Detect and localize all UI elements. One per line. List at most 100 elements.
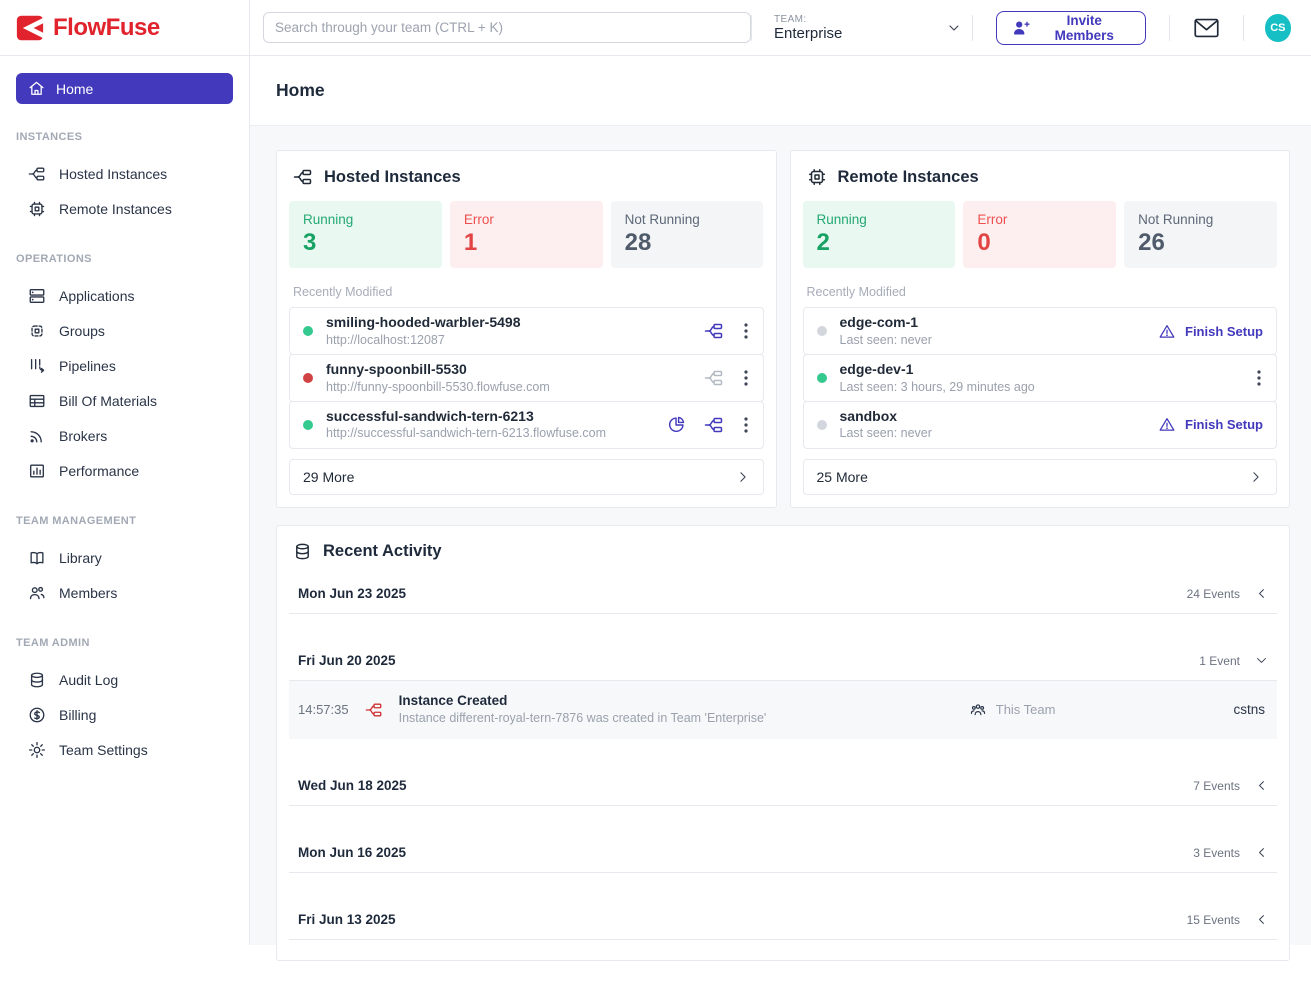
remote-instance-row[interactable]: edge-com-1 Last seen: never Finish Setup (802, 307, 1277, 356)
hosted-instance-row[interactable]: funny-spoonbill-5530 http://funny-spoonb… (289, 354, 764, 402)
chevron-down-icon (946, 20, 962, 36)
chevron-left-icon (1259, 915, 1264, 925)
sidebar-item-label: Groups (59, 322, 105, 339)
event-scope: This Team (969, 702, 1055, 718)
kebab-menu-button[interactable] (1255, 368, 1263, 388)
invite-members-label: Invite Members (1054, 12, 1114, 43)
remote-instance-row[interactable]: sandbox Last seen: never Finish Setup (802, 400, 1277, 449)
remote-instances-icon (808, 168, 825, 186)
activity-group-header[interactable]: Wed Jun 18 2025 7 Events (289, 767, 1277, 806)
notifications-mail-button[interactable] (1193, 16, 1220, 40)
audit-log-icon (30, 672, 44, 687)
sidebar-item-label: Home (56, 80, 94, 97)
gear-icon (28, 741, 46, 758)
sidebar-item-team-settings[interactable]: Team Settings (0, 732, 249, 767)
kebab-icon (1257, 370, 1261, 386)
finish-setup-button[interactable]: Finish Setup (1158, 323, 1263, 340)
stat-not-running: Not Running 26 (1124, 201, 1277, 269)
sidebar-item-label: Brokers (59, 427, 108, 444)
sidebar-item-label: Bill Of Materials (59, 392, 158, 409)
sidebar-section-team-management: TEAM MANAGEMENT (16, 515, 137, 527)
recently-modified-label: Recently Modified (806, 285, 906, 300)
node-red-icon (704, 324, 722, 339)
instance-url: http://funny-spoonbill-5530.flowfuse.com (326, 379, 550, 394)
activity-date: Mon Jun 23 2025 (298, 586, 407, 602)
brand-logo[interactable]: FlowFuse (0, 0, 250, 55)
activity-group-header[interactable]: Mon Jun 16 2025 3 Events (289, 834, 1277, 873)
activity-count: 7 Events (1193, 778, 1240, 793)
chevron-left-icon (1259, 589, 1264, 599)
remote-instance-row[interactable]: edge-dev-1 Last seen: 3 hours, 29 minute… (802, 354, 1277, 402)
node-red-icon (365, 703, 382, 717)
instance-name: funny-spoonbill-5530 (326, 361, 467, 378)
library-icon (30, 551, 44, 564)
bill-of-materials-icon (29, 394, 45, 407)
header-divider (971, 14, 973, 41)
top-header: FlowFuse TEAM: Enterprise Invite Members (0, 0, 1311, 56)
more-label: 25 More (816, 468, 868, 485)
sidebar-item-bill-of-materials[interactable]: Bill Of Materials (0, 383, 249, 418)
chevron-right-icon (739, 471, 746, 482)
kebab-icon (743, 370, 748, 386)
instance-url: http://successful-sandwich-tern-6213.flo… (326, 426, 606, 441)
sidebar-item-audit-log[interactable]: Audit Log (0, 662, 249, 697)
card-title: Hosted Instances (324, 167, 461, 186)
sidebar-item-groups[interactable]: Groups (0, 313, 249, 348)
sidebar-section-instances: INSTANCES (16, 131, 83, 143)
activity-group-header[interactable]: Fri Jun 20 2025 1 Event (289, 642, 1277, 681)
kebab-menu-button[interactable] (742, 415, 750, 435)
header-divider (1168, 14, 1170, 41)
open-editor-button[interactable] (703, 321, 725, 341)
sidebar-item-brokers[interactable]: Brokers (0, 418, 249, 453)
sidebar-item-performance[interactable]: Performance (0, 453, 249, 488)
finish-setup-button[interactable]: Finish Setup (1158, 416, 1263, 433)
activity-date: Mon Jun 16 2025 (298, 845, 407, 861)
billing-icon (29, 707, 45, 722)
sidebar-item-hosted-instances[interactable]: Hosted Instances (0, 156, 249, 191)
sidebar-item-home[interactable]: Home (16, 73, 233, 104)
header-divider (751, 14, 752, 41)
warning-triangle-icon (1159, 418, 1175, 432)
open-dashboard-button[interactable] (667, 415, 686, 434)
invite-members-button[interactable]: Invite Members (995, 10, 1146, 45)
stat-error: Error 1 (449, 201, 603, 269)
node-red-icon (704, 417, 722, 433)
recent-activity-card: Recent Activity Mon Jun 23 2025 24 Event… (276, 524, 1290, 961)
applications-icon (29, 288, 45, 303)
sidebar-item-members[interactable]: Members (0, 575, 249, 610)
search-input[interactable] (263, 12, 751, 43)
activity-count: 15 Events (1186, 912, 1240, 927)
more-label: 29 More (303, 468, 355, 485)
stat-value: 28 (624, 229, 652, 256)
sidebar-item-remote-instances[interactable]: Remote Instances (0, 191, 249, 226)
user-avatar[interactable]: CS (1264, 13, 1291, 42)
hosted-instance-row[interactable]: successful-sandwich-tern-6213 http://suc… (289, 400, 764, 449)
remote-more-row[interactable]: 25 More (802, 458, 1277, 495)
sidebar-item-label: Members (59, 584, 118, 601)
sidebar-section-operations: OPERATIONS (16, 253, 92, 265)
chevron-left-icon (1259, 781, 1264, 791)
team-selector[interactable]: TEAM: Enterprise (752, 14, 972, 42)
team-people-icon (970, 704, 985, 715)
activity-group-header[interactable]: Fri Jun 13 2025 15 Events (289, 901, 1277, 940)
open-editor-button[interactable] (703, 415, 725, 435)
instance-last-seen: Last seen: 3 hours, 29 minutes ago (839, 379, 1035, 394)
pipelines-icon (30, 358, 45, 373)
activity-database-icon (296, 543, 309, 559)
flowfuse-logo-icon (16, 14, 44, 42)
kebab-icon (743, 417, 748, 433)
sidebar-item-library[interactable]: Library (0, 540, 249, 575)
hosted-more-row[interactable]: 29 More (289, 458, 764, 495)
sidebar-item-pipelines[interactable]: Pipelines (0, 348, 249, 383)
activity-date: Fri Jun 13 2025 (298, 912, 396, 928)
hosted-instance-row[interactable]: smiling-hooded-warbler-5498 http://local… (289, 307, 764, 356)
sidebar-item-billing[interactable]: Billing (0, 697, 249, 732)
kebab-menu-button[interactable] (742, 321, 750, 341)
stat-label: Error (463, 212, 494, 227)
kebab-menu-button[interactable] (742, 368, 750, 388)
activity-group-header[interactable]: Mon Jun 23 2025 24 Events (289, 575, 1277, 614)
open-editor-button-disabled[interactable] (703, 368, 725, 388)
sidebar-nav: Home INSTANCES Hosted Instances Remote I… (0, 56, 250, 945)
sidebar-item-applications[interactable]: Applications (0, 278, 249, 313)
sidebar-item-label: Pipelines (59, 357, 116, 374)
